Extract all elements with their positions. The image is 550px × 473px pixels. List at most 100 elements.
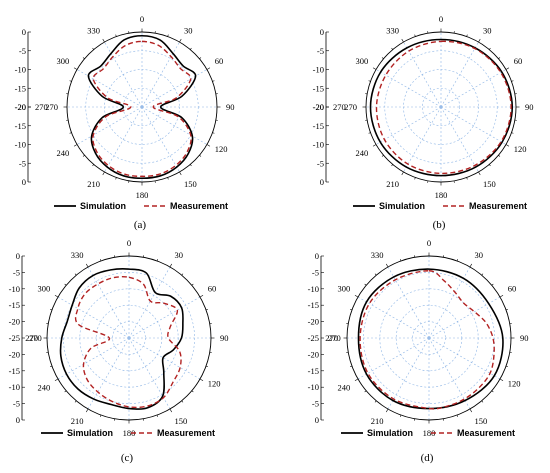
angle-label: 90: [226, 102, 235, 112]
angle-label: 330: [371, 250, 384, 260]
radial-tick-label: -5: [13, 267, 20, 277]
angle-tick: [156, 414, 159, 418]
angle-label: 30: [175, 250, 184, 260]
angle-label: 30: [483, 25, 492, 35]
angle-tick: [478, 171, 481, 176]
series-measurement-line: [92, 40, 192, 178]
angle-tick: [511, 80, 514, 82]
angle-tick: [401, 38, 404, 43]
radial-axis-center-label: 270: [35, 102, 48, 112]
radial-tick-label: 0: [16, 251, 20, 261]
grid-spoke: [375, 69, 442, 108]
radial-tick-label: -20: [15, 102, 26, 112]
grid-spoke: [403, 41, 442, 108]
legend-simulation-label: Simulation: [379, 201, 425, 211]
angle-tick: [466, 177, 468, 180]
angle-tick: [206, 144, 211, 147]
angle-tick: [381, 154, 384, 157]
radial-tick-label: -15: [308, 300, 319, 310]
grid-spoke: [57, 296, 130, 339]
angle-tick: [54, 378, 59, 382]
angle-tick: [92, 47, 95, 50]
grid-spoke: [387, 266, 430, 339]
angle-tick: [385, 408, 389, 413]
angle-tick: [354, 294, 359, 298]
angle-tick: [385, 263, 389, 268]
angle-tick: [167, 177, 169, 180]
angle-label: 90: [520, 333, 529, 343]
angle-tick: [491, 390, 494, 393]
grid-spoke: [128, 266, 171, 339]
radial-axis-center-label: 270: [333, 102, 346, 112]
angle-tick: [488, 47, 491, 50]
radial-tick-label: -15: [308, 366, 319, 376]
angle-tick: [391, 164, 394, 167]
angle-label: 270: [25, 333, 38, 343]
angle-label: 210: [386, 179, 399, 189]
angle-tick: [505, 67, 510, 70]
radial-tick-label: -5: [13, 399, 20, 409]
angle-tick: [73, 67, 78, 70]
grid-ring: [421, 87, 461, 127]
angle-label: 270: [45, 102, 58, 112]
angle-label: 180: [123, 428, 136, 438]
grid-spoke: [128, 296, 201, 339]
angle-tick: [466, 34, 468, 37]
radial-tick-label: -10: [308, 382, 319, 392]
angle-tick: [92, 164, 95, 167]
radial-tick-label: -15: [313, 83, 324, 93]
grid-spoke: [357, 296, 430, 339]
radial-tick-label: -20: [313, 102, 324, 112]
angle-tick: [191, 283, 194, 286]
radial-tick-label: -20: [308, 317, 319, 327]
radial-tick-label: -5: [317, 46, 324, 56]
angle-tick: [102, 171, 105, 176]
angle-tick: [49, 308, 53, 311]
angle-label: 330: [87, 25, 100, 35]
legend-measurement-label: Measurement: [157, 428, 215, 438]
angle-label: 30: [184, 25, 193, 35]
angle-tick: [189, 47, 192, 50]
radial-tick-label: -20: [9, 317, 20, 327]
angle-label: 150: [184, 179, 197, 189]
panel-caption: (a): [134, 219, 147, 231]
grid-spoke: [141, 41, 180, 108]
radial-tick-label: -15: [9, 366, 20, 376]
angle-label: 90: [525, 102, 534, 112]
radial-tick-label: -25: [9, 333, 20, 343]
angle-label: 0: [140, 14, 144, 24]
angle-tick: [54, 294, 59, 298]
angle-tick: [499, 294, 504, 298]
angle-tick: [82, 154, 85, 157]
angle-label: 180: [136, 190, 149, 200]
angle-tick: [102, 38, 105, 43]
angle-label: 330: [71, 250, 84, 260]
angle-tick: [205, 308, 209, 311]
grid-spoke: [87, 266, 130, 339]
angle-tick: [354, 378, 359, 382]
angle-tick: [399, 258, 402, 262]
grid-spoke: [375, 106, 442, 145]
series-measurement-line: [375, 40, 512, 175]
radial-tick-label: -15: [9, 300, 20, 310]
angle-tick: [74, 400, 77, 403]
series-measurement-line: [359, 270, 495, 410]
angle-tick: [372, 144, 377, 147]
angle-tick: [205, 365, 209, 368]
grid-spoke: [57, 337, 130, 380]
angle-tick: [115, 177, 117, 180]
angle-tick: [191, 390, 194, 393]
angle-label: 150: [475, 416, 488, 426]
angle-tick: [99, 414, 102, 418]
angle-label: 0: [439, 14, 443, 24]
radial-tick-label: -15: [313, 121, 324, 131]
angle-label: 120: [208, 379, 221, 389]
grid-spoke: [87, 337, 130, 410]
radial-tick-label: -20: [308, 349, 319, 359]
angle-label: 270: [344, 102, 357, 112]
radial-tick-label: -10: [313, 65, 324, 75]
grid-spoke: [440, 106, 507, 145]
radial-tick-label: -5: [19, 158, 26, 168]
series-simulation-line: [369, 38, 514, 177]
